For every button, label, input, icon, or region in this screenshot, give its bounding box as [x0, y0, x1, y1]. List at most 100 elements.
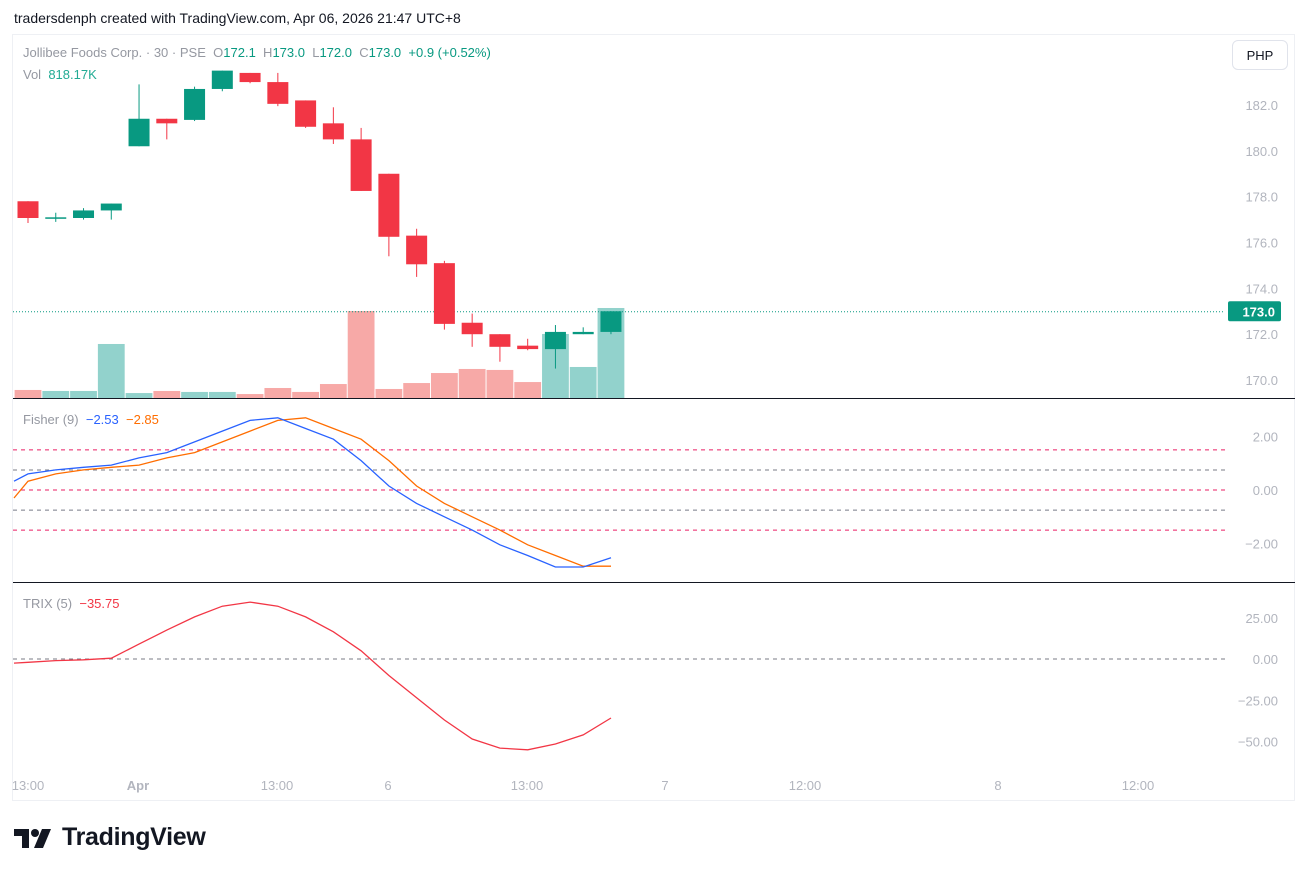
candle-body: [461, 322, 483, 335]
fisher-trigger-value: −2.85: [126, 412, 159, 427]
volume-bar: [208, 391, 236, 398]
candle-body: [239, 72, 261, 83]
time-axis-label: 12:00: [789, 778, 822, 793]
sep: ·: [171, 45, 177, 60]
symbol-name[interactable]: Jollibee Foods Corp.: [23, 45, 143, 60]
time-axis-label: 12:00: [1122, 778, 1155, 793]
trix-value: −35.75: [79, 596, 120, 611]
low-value: 172.0: [319, 45, 352, 60]
open-label: O: [213, 45, 224, 60]
tradingview-logo[interactable]: TradingView: [14, 823, 206, 852]
fisher-line: [13, 417, 612, 568]
fisher-trigger-line: [13, 417, 611, 567]
candle-body: [73, 210, 95, 218]
currency-button[interactable]: PHP: [1232, 40, 1288, 70]
volume-bar: [486, 369, 514, 398]
trix-label[interactable]: TRIX (5): [23, 596, 73, 611]
trix-axis-label: 25.00: [1245, 611, 1278, 626]
candle-body: [489, 334, 511, 347]
price-axis-label: 178.0: [1245, 190, 1278, 205]
interval: 30: [153, 45, 169, 60]
candle-body: [156, 118, 178, 124]
volume-bar: [70, 390, 97, 398]
volume-bar: [97, 343, 125, 398]
price-axis-label: 172.0: [1245, 327, 1278, 342]
price-axis-label: 182.0: [1245, 98, 1278, 113]
fisher-label[interactable]: Fisher (9): [23, 412, 79, 427]
tradingview-logo-icon: [14, 828, 51, 848]
volume-bar: [292, 391, 319, 398]
high-label: H: [263, 45, 273, 60]
volume-bar: [569, 366, 597, 398]
candle-body: [433, 263, 455, 324]
trix-legend: TRIX (5) −35.75: [23, 596, 119, 611]
logo-text: TradingView: [62, 823, 206, 851]
volume-bar: [181, 391, 208, 398]
time-axis-label: Apr: [127, 778, 149, 793]
volume-bar: [153, 390, 181, 398]
price-axis-label: 170.0: [1245, 373, 1278, 388]
time-axis-label: 13:00: [511, 778, 544, 793]
volume-bar: [42, 390, 70, 398]
candle-body: [100, 203, 122, 211]
volume-bar: [14, 389, 42, 398]
symbol-legend: Jollibee Foods Corp. · 30 · PSE O172.1 H…: [23, 45, 491, 60]
time-axis-label: 7: [661, 778, 668, 793]
candle-body: [517, 345, 539, 350]
price-axis-label: 180.0: [1245, 144, 1278, 159]
volume-legend: Vol 818.17K: [23, 67, 97, 82]
candle-body: [295, 100, 317, 127]
volume-bar: [236, 394, 264, 398]
volume-bar: [514, 382, 542, 398]
candle-body: [600, 311, 622, 332]
change-value: +0.9 (+0.52%): [408, 45, 491, 60]
candle-body: [544, 331, 566, 350]
attribution-text: tradersdenph created with TradingView.co…: [14, 10, 461, 26]
volume-bar: [375, 388, 403, 398]
fisher-value: −2.53: [85, 412, 119, 427]
low-label: L: [312, 45, 320, 60]
candle-body: [406, 235, 428, 265]
candle-body: [45, 217, 67, 219]
candle-body: [378, 173, 400, 237]
volume-bar: [458, 368, 486, 398]
volume-bar: [431, 373, 458, 398]
exchange: PSE: [179, 45, 206, 60]
price-axis-label: 176.0: [1245, 236, 1278, 251]
candle-body: [184, 88, 206, 120]
candle-body: [267, 82, 289, 104]
time-axis-label: 13:00: [261, 778, 294, 793]
trix-axis-label: 0.00: [1253, 652, 1278, 667]
last-price-badge-text: 173.0: [1242, 304, 1275, 319]
volume-bar: [319, 384, 347, 398]
volume-label[interactable]: Vol: [23, 67, 42, 82]
time-axis-label: 6: [384, 778, 391, 793]
chart-frame: [12, 34, 1295, 801]
candle-body: [322, 123, 344, 140]
sep: ·: [145, 45, 151, 60]
candle-body: [350, 139, 372, 191]
close-value: 173.0: [368, 45, 402, 60]
fisher-axis-label: 2.00: [1253, 430, 1278, 445]
volume-bar: [403, 383, 431, 398]
close-label: C: [359, 45, 369, 60]
candle-body: [17, 201, 39, 218]
time-axis-label: 8: [994, 778, 1001, 793]
volume-bar: [125, 393, 153, 398]
candle-body: [128, 118, 150, 147]
volume-bar: [264, 387, 292, 398]
volume-value: 818.17K: [48, 67, 97, 82]
trix-line: [13, 601, 612, 751]
last-price-badge: [1228, 301, 1281, 322]
fisher-legend: Fisher (9) −2.53 −2.85: [23, 412, 159, 427]
open-value: 172.1: [223, 45, 256, 60]
high-value: 173.0: [272, 45, 305, 60]
volume-bar: [347, 310, 375, 398]
trix-axis-label: −50.00: [1238, 735, 1278, 750]
fisher-axis-label: 0.00: [1253, 483, 1278, 498]
time-axis-label: 13:00: [12, 778, 45, 793]
trix-axis-label: −25.00: [1238, 693, 1278, 708]
fisher-axis-label: −2.00: [1245, 537, 1278, 552]
candle-body: [211, 70, 233, 89]
